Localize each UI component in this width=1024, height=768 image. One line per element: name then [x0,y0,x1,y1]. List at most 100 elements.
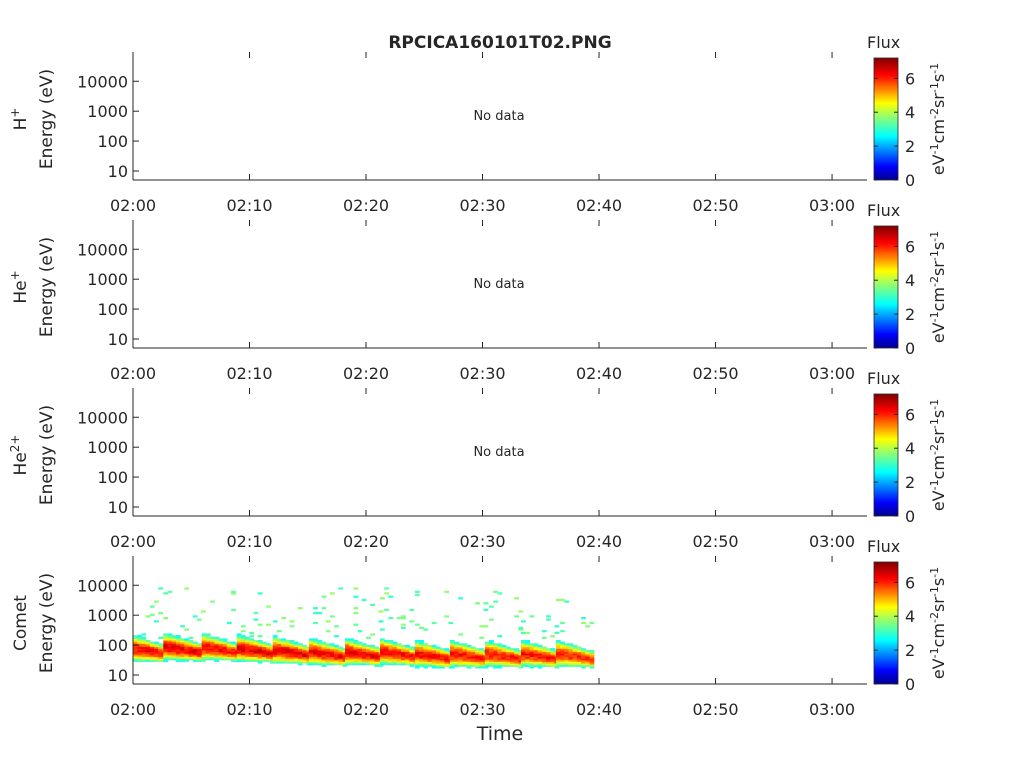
heatmap-cell [249,648,255,651]
heatmap-cell [245,644,250,648]
heatmap-cell [366,654,371,657]
heatmap-cell [298,644,303,648]
heatmap-cell [277,648,282,651]
heatmap-cell [440,663,445,666]
y-axis-label: Energy (eV) [37,573,57,673]
heatmap-cell [489,656,494,659]
heatmap-cell [380,663,385,666]
heatmap-cell [325,661,331,664]
heatmap-cell [564,654,570,657]
heatmap-cell [192,654,198,657]
heatmap-cell [525,646,530,649]
heatmap-cell [184,643,190,646]
heatmap-cell [529,664,535,667]
heatmap-cell [272,654,278,657]
heatmap-cell [435,654,441,657]
heatmap-cell [272,644,278,648]
colorbar-units: eV-1cm-2sr-1s-1 [928,231,948,343]
heatmap-cell [568,654,574,657]
heatmap-cell [261,649,267,653]
heatmap-cell [510,664,515,667]
heatmap-cell [392,663,398,666]
heatmap-cell [497,661,503,664]
units-part: -1 [928,82,941,93]
heatmap-cell [345,638,350,641]
x-tick-label: 03:00 [809,364,855,383]
heatmap-cell [293,656,299,659]
heatmap-cell [454,646,459,649]
heatmap-cell [555,661,561,664]
heatmap-cell [175,646,181,649]
heatmap-cell [493,658,498,661]
heatmap-cell [497,648,503,651]
heatmap-cell [525,661,530,664]
heatmap-cell [541,649,547,653]
heatmap-cell [329,651,335,654]
heatmap-cell [338,658,344,661]
heatmap-cell [484,644,490,648]
heatmap-cell [158,646,163,649]
heatmap-cell [484,643,490,646]
heatmap-cell [435,656,441,659]
heatmap-cell [289,625,295,628]
heatmap-cell [497,651,503,654]
heatmap-cell [572,664,578,667]
heatmap-cell [378,620,384,623]
units-part: -1 [928,231,941,242]
heatmap-cell [145,643,151,646]
x-tick-label: 02:50 [692,532,738,551]
heatmap-cell [249,640,255,643]
heatmap-cell [338,663,344,666]
heatmap-cell [449,648,455,651]
heatmap-cell [470,661,476,664]
heatmap-cell [435,664,441,667]
heatmap-cell [564,646,570,649]
heatmap-cell [133,644,138,648]
heatmap-cell [313,651,318,654]
heatmap-cell [184,587,190,590]
colorbar [873,57,899,181]
heatmap-cell [201,640,207,643]
heatmap-cell [546,658,551,661]
heatmap-cell [388,654,394,657]
heatmap-cell [384,644,389,648]
heatmap-cell [392,644,398,648]
heatmap-cell [409,649,415,653]
heatmap-cell [564,653,570,656]
heatmap-cell [257,658,263,661]
heatmap-cell [419,653,424,656]
heatmap-cell [240,625,246,628]
heatmap-cell [184,628,190,631]
heatmap-cell [188,658,194,661]
heatmap-cell [302,648,307,651]
heatmap-cell [514,649,519,653]
heatmap-cell [210,644,215,648]
heatmap-cell [392,651,398,654]
heatmap-cell [366,663,371,666]
heatmap-cell [158,654,163,657]
heatmap-cell [431,664,437,667]
heatmap-cell [313,638,318,641]
heatmap-cell [493,666,498,669]
heatmap-cell [546,648,551,651]
heatmap-cell [560,648,565,651]
heatmap-cell [431,663,437,666]
heatmap-cell [192,653,198,656]
heatmap-cell [444,648,450,651]
heatmap-cell [277,630,282,633]
heatmap-cell [210,641,215,644]
heatmap-cell [466,661,472,664]
heatmap-cell [171,656,177,659]
heatmap-cell [253,640,259,643]
heatmap-cell [361,661,367,664]
heatmap-cell [171,646,177,649]
heatmap-cell [440,648,445,651]
heatmap-cell [149,605,155,608]
heatmap-cell [462,651,468,654]
heatmap-cell [240,656,246,659]
heatmap-cell [380,644,385,648]
species-name: He [11,280,31,303]
heatmap-cell [317,654,323,657]
heatmap-cell [380,649,385,653]
heatmap-cell [374,646,380,649]
